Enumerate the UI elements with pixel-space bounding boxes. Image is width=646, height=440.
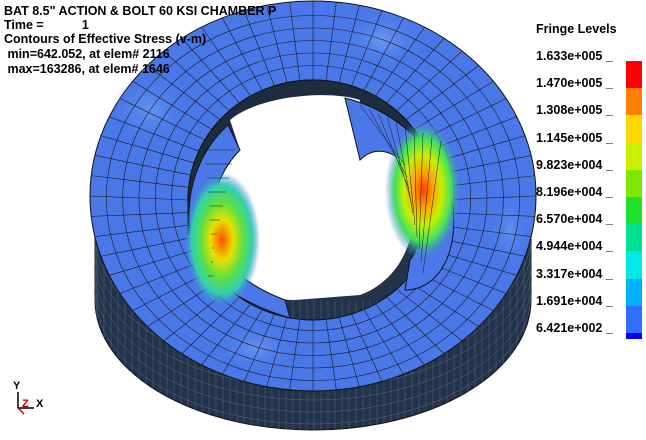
legend-level-label: 6.570e+004 _ <box>536 212 613 227</box>
axis-x-label: X <box>36 398 44 410</box>
legend-color-swatch <box>626 115 642 143</box>
legend-color-swatch <box>626 169 642 197</box>
min-value-readout: min=642.052, at elem# 2116 <box>4 47 170 61</box>
triad-icon <box>17 392 34 415</box>
legend-level-label: 8.196e+004 _ <box>536 185 613 199</box>
legend-color-swatch <box>626 197 642 225</box>
light-band-bottom <box>215 323 295 373</box>
time-readout: Time = 1 <box>4 18 89 32</box>
axis-triad: Y Z X <box>10 380 60 420</box>
legend-color-swatch <box>626 224 642 252</box>
contour-description: Contours of Effective Stress (v-m) <box>4 32 207 46</box>
left-lug-hotspot <box>184 172 260 308</box>
legend-level-label: 1.691e+004 _ <box>536 293 613 308</box>
legend-level-label: 1.308e+005 _ <box>536 103 613 118</box>
legend-title: Fringe Levels <box>536 22 617 36</box>
legend-level-label: 4.944e+004 _ <box>536 239 613 254</box>
axis-z-label: Z <box>22 398 29 410</box>
axis-y-label: Y <box>13 380 21 392</box>
legend-color-swatch <box>626 305 642 333</box>
lug-mesh <box>205 104 442 277</box>
legend-level-label: 9.823e+004 _ <box>536 157 613 172</box>
legend-level-label: 1.145e+005 _ <box>536 130 613 145</box>
legend-color-swatch <box>626 88 642 116</box>
legend-color-swatch <box>626 61 642 89</box>
legend-level-label: 1.470e+005 _ <box>536 76 613 91</box>
plot-title: BAT 8.5" ACTION & BOLT 60 KSI CHAMBER P <box>4 4 277 18</box>
legend-color-swatch <box>626 251 642 279</box>
legend-color-swatch <box>626 333 642 339</box>
right-lug-hotspot <box>385 120 461 260</box>
legend-color-swatch <box>626 142 642 170</box>
legend-level-label: 1.633e+005 _ <box>536 49 613 63</box>
legend-level-label: 6.421e+002 _ <box>536 321 613 335</box>
legend-level-label: 3.317e+004 _ <box>536 266 613 281</box>
max-value-readout: max=163286, at elem# 1646 <box>4 62 170 76</box>
light-band-right <box>490 190 530 270</box>
legend-color-swatch <box>626 278 642 306</box>
